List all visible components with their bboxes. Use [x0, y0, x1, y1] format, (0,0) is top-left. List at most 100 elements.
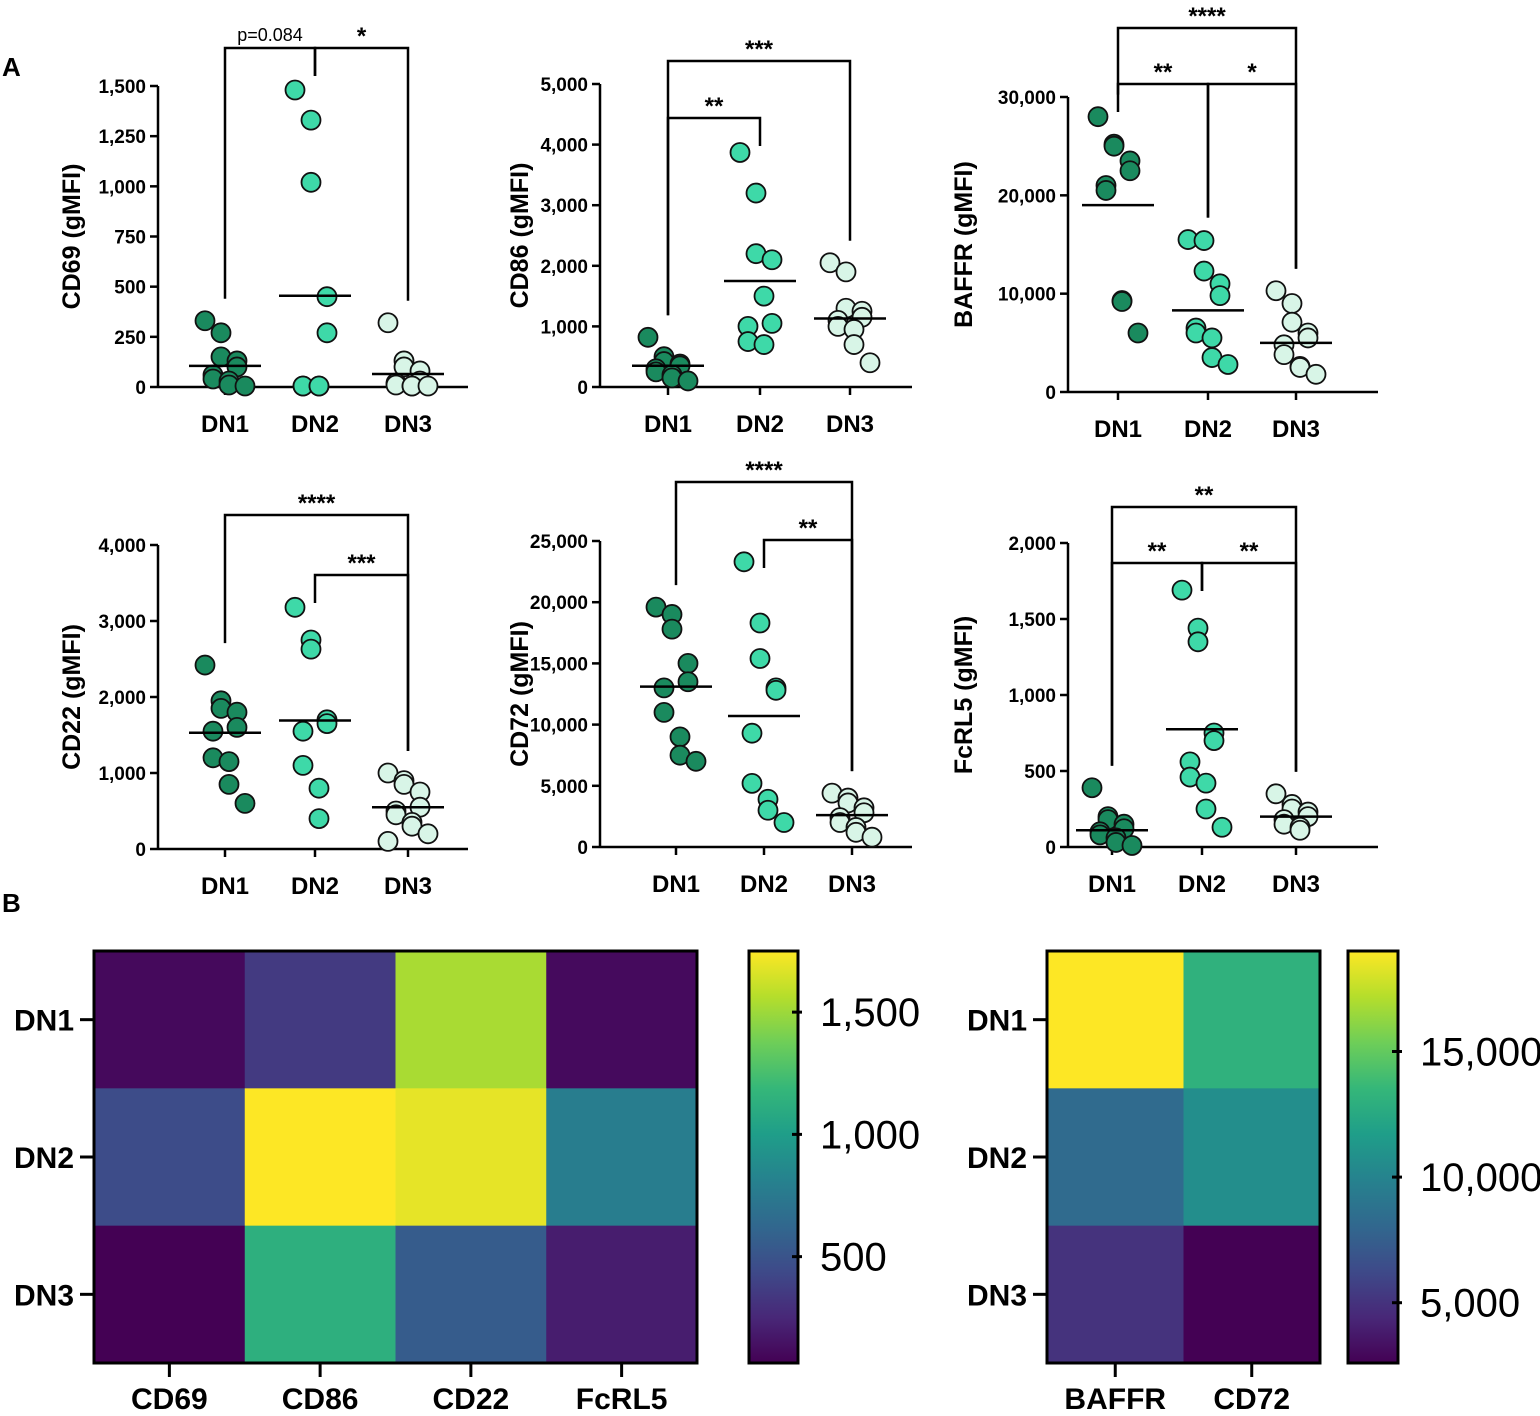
data-point: [1195, 772, 1217, 794]
y-axis-label: CD22 (gMFI): [58, 624, 86, 770]
data-point: [1193, 260, 1215, 282]
data-point: [1119, 160, 1141, 182]
panel-label-a: A: [2, 52, 21, 82]
heatmap-cell: [1047, 1088, 1184, 1227]
y-tick-label: 500: [1024, 762, 1056, 783]
data-point: [210, 322, 232, 344]
heatmap-cell: [546, 951, 698, 1089]
data-point: [308, 375, 330, 397]
colorbar-tick-label: 10,000: [1420, 1156, 1540, 1200]
data-point: [749, 648, 771, 669]
row-label: DN3: [14, 1279, 74, 1312]
y-tick-label: 750: [114, 228, 146, 249]
cd86-scatter-chart: 0 1,000 2,000 3,000 4,000 5,000 CD86 (gMFI) DN1…: [506, 36, 912, 438]
data-point: [194, 654, 216, 676]
data-point: [819, 252, 841, 274]
data-point: [218, 751, 240, 772]
significance-label: **: [705, 93, 724, 120]
data-point: [1095, 180, 1117, 201]
data-point: [685, 750, 707, 772]
heatmap-cell: [1047, 951, 1184, 1089]
heatmap-cell: [94, 1225, 246, 1364]
column-label: BAFFR: [1064, 1383, 1166, 1416]
data-point: [637, 326, 659, 348]
data-point: [1217, 354, 1239, 375]
colorbar-tick-label: 5,000: [1420, 1282, 1520, 1326]
data-point: [745, 182, 767, 204]
data-point: [661, 618, 683, 640]
y-tick-label: 1,500: [98, 77, 146, 98]
data-point: [1265, 280, 1287, 302]
significance-bracket: [313, 46, 410, 301]
y-axis-label: CD86 (gMFI): [506, 163, 534, 309]
colorbar-tick-label: 15,000: [1420, 1030, 1540, 1074]
y-tick-label: 0: [577, 378, 588, 399]
significance-bracket: [762, 538, 854, 772]
y-tick-label: 1,500: [1008, 610, 1056, 631]
column-label: CD72: [1213, 1383, 1290, 1416]
x-tick-label: DN3: [1272, 416, 1320, 443]
y-tick-label: 2,000: [98, 688, 146, 709]
y-tick-label: 0: [1045, 383, 1056, 404]
y-tick-label: 1,000: [1008, 686, 1056, 707]
x-tick-label: DN1: [201, 873, 249, 900]
heatmap-cell: [1183, 1225, 1321, 1364]
data-point: [843, 334, 865, 355]
significance-label: ***: [347, 550, 376, 577]
significance-label: **: [1240, 538, 1259, 565]
data-point: [761, 312, 783, 334]
data-point: [753, 285, 775, 307]
data-point: [308, 777, 330, 799]
data-point: [1281, 293, 1303, 314]
significance-bracket: [674, 480, 854, 772]
x-tick-label: DN1: [1088, 871, 1136, 898]
y-tick-label: 1,000: [98, 764, 146, 785]
data-point: [1087, 106, 1109, 128]
data-point: [753, 334, 775, 355]
y-tick-label: 0: [135, 840, 146, 861]
y-axis-label: FcRL5 (gMFI): [950, 616, 978, 774]
y-tick-label: 10,000: [998, 285, 1056, 306]
data-point: [773, 812, 795, 833]
colorbar-tick-label: 500: [820, 1236, 887, 1280]
data-point: [284, 596, 306, 618]
heatmap-cell: [1183, 1088, 1321, 1227]
data-point: [234, 793, 256, 814]
fcrl5-scatter-chart: 0 500 1,000 1,500 2,000 FcRL5 (gMFI) DN1 DN2 DN3…: [950, 482, 1378, 898]
heatmap-right: DN1 DN2 DN3 BAFFR CD72 5,000 10,000 15,000: [967, 949, 1540, 1416]
data-point: [1305, 363, 1327, 385]
significance-label: **: [1154, 59, 1173, 86]
x-tick-label: DN2: [736, 411, 784, 438]
heatmap-cell: [546, 1088, 698, 1227]
y-tick-label: 4,000: [98, 536, 146, 557]
colorbar: [1346, 949, 1400, 1365]
y-tick-label: 20,000: [998, 186, 1056, 207]
y-tick-label: 2,000: [540, 257, 588, 278]
data-point: [741, 722, 763, 744]
row-label: DN3: [967, 1279, 1027, 1312]
data-point: [308, 808, 330, 829]
baffr-scatter-chart: 0 10,000 20,000 30,000 BAFFR (gMFI) DN1 DN2 DN3…: [950, 3, 1378, 443]
heatmap-cell: [395, 1088, 547, 1227]
data-point: [218, 774, 240, 795]
data-point: [1203, 730, 1225, 751]
y-tick-label: 4,000: [540, 136, 588, 157]
x-tick-label: DN2: [1184, 416, 1232, 443]
data-point: [1127, 322, 1149, 344]
y-tick-label: 0: [1045, 838, 1056, 859]
heatmap-cell: [1047, 1225, 1184, 1364]
significance-bracket: [1206, 82, 1298, 269]
y-tick-label: 5,000: [540, 777, 588, 798]
cd22-scatter-chart: 0 1,000 2,000 3,000 4,000 CD22 (gMFI) DN1 DN2 DN…: [58, 490, 468, 900]
heatmap-cell: [94, 1088, 246, 1227]
data-point: [234, 375, 256, 397]
data-point: [677, 653, 699, 674]
data-point: [417, 375, 439, 397]
y-tick-label: 1,000: [540, 317, 588, 338]
data-point: [861, 826, 883, 848]
data-point: [1195, 798, 1217, 820]
data-point: [653, 701, 675, 723]
significance-label: ***: [745, 36, 774, 63]
column-label: CD69: [131, 1383, 208, 1416]
data-point: [316, 713, 338, 734]
